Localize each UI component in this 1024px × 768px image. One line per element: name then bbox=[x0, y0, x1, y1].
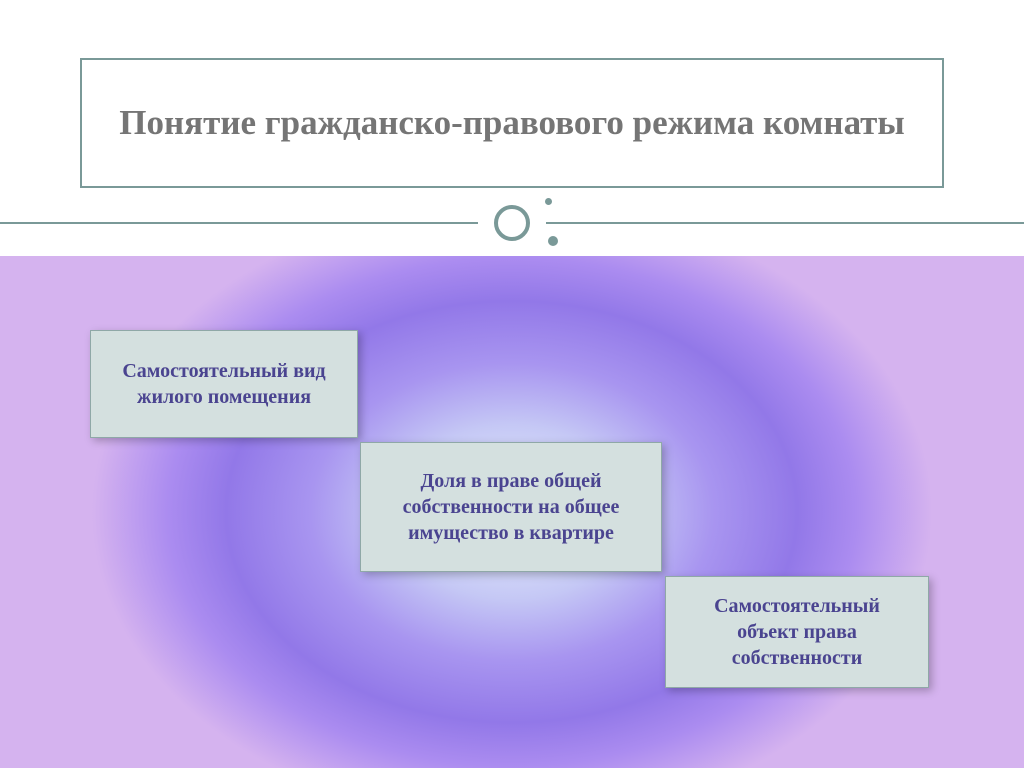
content-text-2: Доля в праве общей собственности на обще… bbox=[379, 468, 643, 546]
circle-decoration bbox=[494, 205, 530, 241]
divider-line-right bbox=[546, 222, 1024, 224]
title-box: Понятие гражданско-правового режима комн… bbox=[80, 58, 944, 188]
slide-container: Понятие гражданско-правового режима комн… bbox=[0, 0, 1024, 768]
content-text-3: Самостоятельный объект права собственнос… bbox=[684, 593, 910, 671]
content-box-3: Самостоятельный объект права собственнос… bbox=[665, 576, 929, 688]
dot-decoration-top bbox=[545, 198, 552, 205]
content-text-1: Самостоятельный вид жилого помещения bbox=[109, 358, 339, 410]
slide-title: Понятие гражданско-правового режима комн… bbox=[119, 100, 904, 146]
divider-line-left bbox=[0, 222, 478, 224]
content-box-2: Доля в праве общей собственности на обще… bbox=[360, 442, 662, 572]
content-box-1: Самостоятельный вид жилого помещения bbox=[90, 330, 358, 438]
dot-decoration-right bbox=[548, 236, 558, 246]
